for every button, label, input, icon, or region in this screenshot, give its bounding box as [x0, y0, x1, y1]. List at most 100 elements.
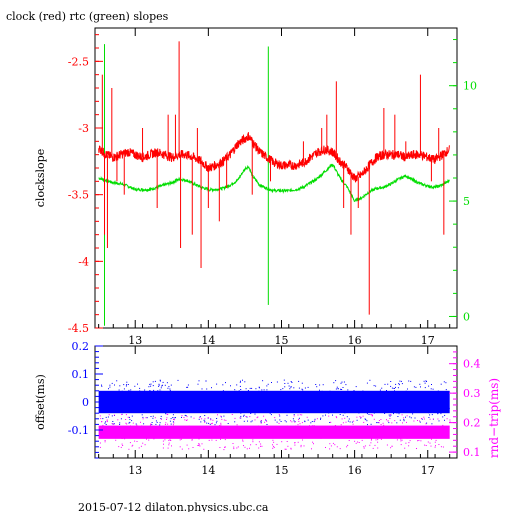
- rndtrip-point: [410, 427, 412, 429]
- rndtrip-point: [117, 419, 119, 421]
- offset-point: [239, 381, 241, 383]
- offset-point: [252, 395, 254, 397]
- rndtrip-point: [320, 437, 322, 439]
- clock-series-line: [98, 132, 450, 183]
- offset-point: [148, 408, 150, 410]
- offset-point: [206, 388, 208, 390]
- offset-point: [160, 418, 162, 419]
- rndtrip-point: [419, 420, 420, 422]
- rndtrip-point: [170, 434, 172, 436]
- offset-point: [437, 411, 439, 413]
- offset-point: [298, 417, 300, 419]
- rndtrip-point: [372, 427, 373, 429]
- offset-point: [417, 404, 419, 406]
- rndtrip-point: [358, 436, 360, 438]
- offset-point: [307, 406, 309, 408]
- rndtrip-point: [272, 439, 274, 441]
- offset-point: [264, 396, 265, 398]
- offset-point: [240, 412, 242, 414]
- offset-point: [176, 395, 178, 397]
- offset-point: [208, 422, 210, 424]
- offset-point: [398, 413, 400, 415]
- offset-point: [320, 418, 321, 420]
- offset-point: [111, 415, 113, 417]
- offset-point: [384, 413, 386, 414]
- offset-point: [238, 390, 240, 392]
- rndtrip-point: [183, 417, 185, 418]
- offset-point: [356, 419, 358, 421]
- rndtrip-point: [112, 434, 114, 436]
- offset-point: [287, 395, 289, 397]
- offset-point: [432, 388, 434, 390]
- offset-point: [424, 404, 426, 406]
- offset-point: [377, 422, 379, 424]
- offset-point: [155, 398, 157, 400]
- offset-point: [341, 392, 343, 394]
- rndtrip-point: [434, 441, 436, 443]
- offset-point: [280, 391, 282, 393]
- offset-point: [289, 394, 291, 396]
- rndtrip-point: [377, 447, 379, 449]
- offset-point: [198, 380, 200, 382]
- offset-point: [322, 415, 324, 417]
- offset-point: [410, 417, 412, 419]
- rndtrip-point: [407, 432, 409, 434]
- slope-xtick-label: 17: [421, 334, 435, 347]
- offset-point: [139, 409, 141, 411]
- offset-point: [426, 381, 427, 382]
- offset-point: [125, 409, 126, 410]
- offset-point: [442, 401, 443, 403]
- offset-point: [439, 401, 441, 403]
- offset-point: [318, 391, 320, 393]
- rndtrip-point: [142, 418, 144, 420]
- offset-point: [424, 387, 426, 389]
- rndtrip-point: [404, 447, 406, 449]
- rndtrip-point: [226, 436, 228, 438]
- offset-point: [316, 386, 318, 388]
- offset-point: [163, 403, 164, 405]
- rndtrip-point: [215, 439, 217, 441]
- rndtrip-point: [139, 427, 141, 429]
- offset-point: [266, 385, 268, 387]
- rndtrip-point: [370, 439, 372, 441]
- rndtrip-point: [309, 425, 310, 427]
- rndtrip-point: [211, 439, 213, 441]
- offset-point: [111, 382, 113, 384]
- offset-point: [358, 412, 360, 414]
- offset-point: [325, 401, 327, 402]
- rndtrip-point: [329, 443, 331, 445]
- offset-point: [258, 386, 260, 388]
- rndtrip-point: [378, 422, 380, 424]
- rndtrip-point: [168, 442, 170, 444]
- rndtrip-point: [272, 444, 273, 446]
- rndtrip-point: [188, 448, 190, 450]
- rndtrip-point: [322, 436, 323, 438]
- offset-point: [270, 414, 272, 416]
- rndtrip-point: [421, 418, 422, 419]
- rndtrip-point: [181, 415, 183, 417]
- rndtrip-point: [401, 439, 403, 441]
- offset-point: [172, 417, 174, 419]
- offset-point: [318, 391, 319, 393]
- rndtrip-point: [225, 419, 227, 421]
- rndtrip-point: [260, 436, 262, 438]
- rndtrip-point: [152, 430, 154, 432]
- offset-point: [234, 421, 236, 423]
- offset-point: [159, 379, 161, 381]
- offset-point: [390, 385, 392, 387]
- offset-point: [447, 400, 449, 402]
- offset-point: [163, 411, 165, 413]
- offset-point: [265, 411, 267, 413]
- rndtrip-point: [302, 439, 303, 441]
- offset-point: [176, 391, 178, 393]
- rndtrip-point: [291, 433, 293, 435]
- offset-point: [364, 409, 366, 411]
- rndtrip-point: [146, 438, 147, 440]
- offset-point: [447, 410, 448, 411]
- offset-point: [152, 415, 154, 417]
- offset-point: [366, 407, 368, 408]
- offset-point: [355, 386, 357, 388]
- offset-point: [276, 421, 278, 423]
- rndtrip-point: [351, 430, 353, 432]
- slope-y2tick-label: 10: [463, 80, 477, 93]
